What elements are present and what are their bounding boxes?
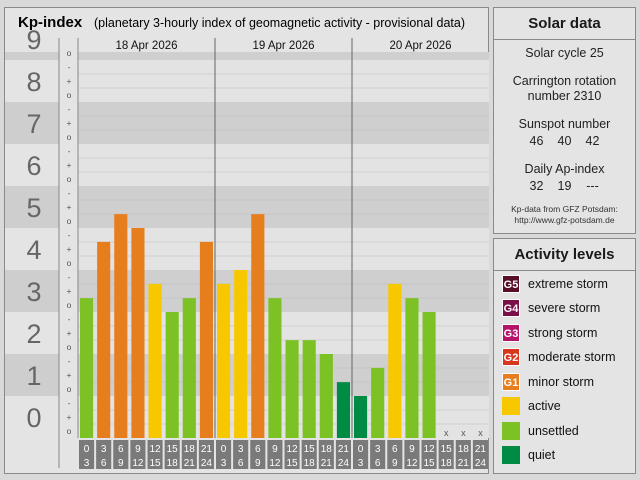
legend-swatch: G1 bbox=[502, 373, 520, 391]
legend-item-active: active bbox=[502, 397, 561, 415]
solar-data-panel: Solar data Solar cycle 25 Carrington rot… bbox=[493, 7, 636, 234]
legend-label: active bbox=[528, 399, 561, 413]
kp-index-panel: Kp-index (planetary 3-hourly index of ge… bbox=[4, 7, 489, 474]
legend-swatch bbox=[502, 397, 520, 415]
legend-item-moderate-storm: G2 moderate storm bbox=[502, 348, 616, 366]
legend-label: extreme storm bbox=[528, 277, 608, 291]
ap-index-label: Daily Ap-index bbox=[524, 162, 605, 176]
legend-swatch: G4 bbox=[502, 299, 520, 317]
activity-levels-title: Activity levels bbox=[494, 239, 635, 271]
legend-label: minor storm bbox=[528, 375, 594, 389]
activity-levels-panel: Activity levels G5 extreme storm G4 seve… bbox=[493, 238, 636, 474]
solar-cycle: Solar cycle 25 bbox=[525, 46, 604, 60]
legend-label: unsettled bbox=[528, 424, 579, 438]
carrington-label: Carrington rotation bbox=[512, 74, 617, 88]
legend-swatch: G2 bbox=[502, 348, 520, 366]
sunspot-value: 40 bbox=[557, 134, 572, 148]
data-credit-url: http://www.gfz-potsdam.de bbox=[514, 215, 615, 225]
ap-index-values: 32 19 --- bbox=[494, 179, 635, 193]
legend-label: severe storm bbox=[528, 301, 601, 315]
legend-item-unsettled: unsettled bbox=[502, 422, 579, 440]
legend-item-minor-storm: G1 minor storm bbox=[502, 373, 594, 391]
legend-item-strong-storm: G3 strong storm bbox=[502, 324, 597, 342]
legend-label: strong storm bbox=[528, 326, 598, 340]
legend-item-quiet: quiet bbox=[502, 446, 555, 464]
kp-title: Kp-index bbox=[18, 14, 83, 31]
legend-item-extreme-storm: G5 extreme storm bbox=[502, 275, 608, 293]
sunspot-values: 46 40 42 bbox=[494, 134, 635, 148]
legend-swatch: G5 bbox=[502, 275, 520, 293]
sunspot-value: 42 bbox=[585, 134, 600, 148]
kp-subtitle: (planetary 3-hourly index of geomagnetic… bbox=[94, 16, 466, 30]
legend-swatch bbox=[502, 446, 520, 464]
ap-index-value: --- bbox=[586, 179, 599, 193]
carrington-number: number 2310 bbox=[527, 89, 602, 103]
legend-label: moderate storm bbox=[528, 350, 616, 364]
legend-swatch: G3 bbox=[502, 324, 520, 342]
ap-index-value: 32 bbox=[529, 179, 544, 193]
legend-swatch bbox=[502, 422, 520, 440]
solar-data-title: Solar data bbox=[494, 8, 635, 40]
ap-index-value: 19 bbox=[557, 179, 572, 193]
sunspot-value: 46 bbox=[529, 134, 544, 148]
sunspot-label: Sunspot number bbox=[518, 117, 611, 131]
legend-label: quiet bbox=[528, 448, 556, 462]
data-credit: Kp-data from GFZ Potsdam: bbox=[511, 204, 618, 214]
legend-item-severe-storm: G4 severe storm bbox=[502, 299, 600, 317]
